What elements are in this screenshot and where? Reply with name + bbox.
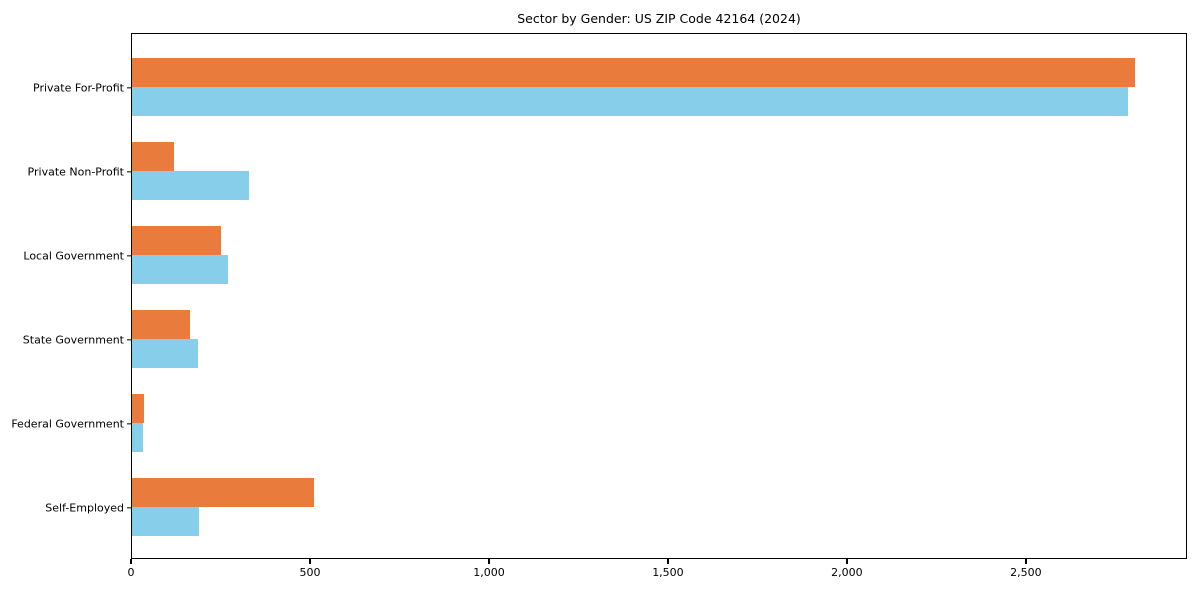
y-tick-mark-1 [126,170,132,173]
bar-male-0 [132,58,1136,87]
x-tick-mark-3 [667,559,669,564]
category-row-3 [132,297,1186,381]
y-tick-mark-5 [126,506,132,509]
bar-male-1 [132,142,175,171]
bar-male-5 [132,478,314,507]
category-row-5 [132,465,1186,549]
y-tick-mark-3 [126,338,132,341]
bar-female-1 [132,171,249,200]
bar-female-3 [132,339,199,368]
y-tick-label-3: State Government [22,333,124,346]
x-tick-mark-1 [309,559,311,564]
category-row-2 [132,213,1186,297]
y-tick-label-1: Private Non-Profit [27,165,124,178]
bar-female-2 [132,255,228,284]
bar-female-0 [132,87,1129,116]
x-tick-mark-0 [130,559,132,564]
category-row-4 [132,381,1186,465]
y-tick-mark-4 [126,422,132,425]
x-tick-label-0: 0 [127,566,135,579]
y-tick-label-5: Self-Employed [45,501,124,514]
chart-title: Sector by Gender: US ZIP Code 42164 (202… [517,11,801,26]
plot-area: Male Female [131,33,1187,559]
category-row-1 [132,129,1186,213]
x-tick-mark-5 [1025,559,1027,564]
bar-male-2 [132,226,221,255]
x-tick-label-4: 2,000 [831,566,863,579]
x-tick-label-2: 1,000 [473,566,505,579]
bar-male-3 [132,310,190,339]
bar-female-5 [132,507,199,536]
x-tick-label-1: 500 [299,566,321,579]
category-row-0 [132,45,1186,129]
x-tick-label-5: 2,500 [1010,566,1042,579]
y-tick-label-4: Federal Government [11,417,124,430]
bars-container [132,34,1186,558]
y-tick-mark-0 [126,86,132,89]
bar-female-4 [132,423,143,452]
bar-male-4 [132,394,145,423]
y-tick-mark-2 [126,254,132,257]
x-tick-mark-4 [846,559,848,564]
y-tick-label-2: Local Government [23,249,124,262]
x-tick-mark-2 [488,559,490,564]
y-tick-label-0: Private For-Profit [33,81,124,94]
x-tick-label-3: 1,500 [652,566,684,579]
